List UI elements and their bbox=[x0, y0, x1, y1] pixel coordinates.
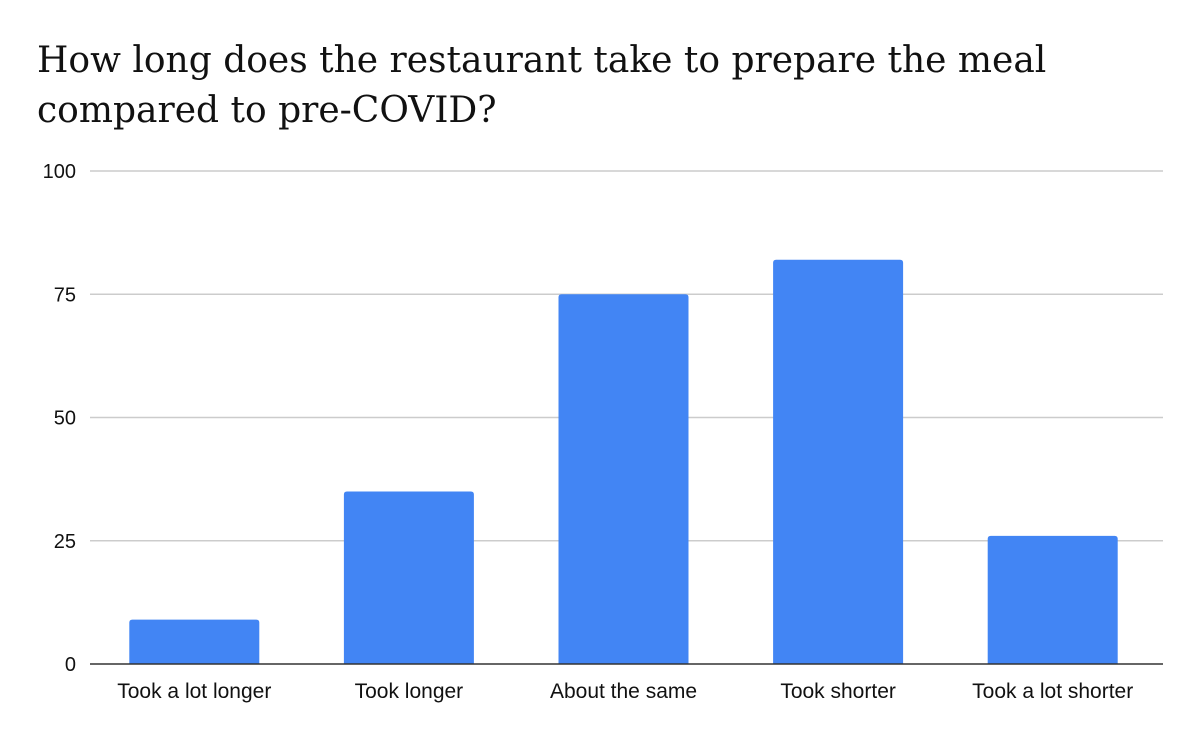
x-category-label: Took a lot shorter bbox=[972, 680, 1133, 703]
x-category-label: Took longer bbox=[355, 680, 464, 703]
x-category-label: About the same bbox=[550, 680, 697, 703]
x-category-label: Took a lot longer bbox=[117, 680, 271, 703]
y-tick-label: 75 bbox=[54, 284, 76, 306]
y-tick-label: 100 bbox=[43, 161, 76, 183]
bars bbox=[129, 259, 1118, 664]
x-axis-labels: Took a lot longer Took longer About the sa… bbox=[117, 680, 1133, 703]
x-category-label: Took shorter bbox=[780, 680, 896, 703]
y-tick-label: 50 bbox=[54, 408, 76, 430]
chart-title: How long does the restaurant take to pre… bbox=[37, 40, 1047, 131]
bar bbox=[129, 619, 260, 664]
y-tick-label: 0 bbox=[65, 654, 76, 676]
bar bbox=[343, 491, 474, 664]
y-axis-ticks: 0 25 50 75 100 bbox=[43, 161, 76, 676]
bar bbox=[987, 535, 1118, 664]
bar bbox=[773, 259, 904, 664]
y-tick-label: 25 bbox=[54, 531, 76, 553]
bar bbox=[558, 294, 689, 664]
